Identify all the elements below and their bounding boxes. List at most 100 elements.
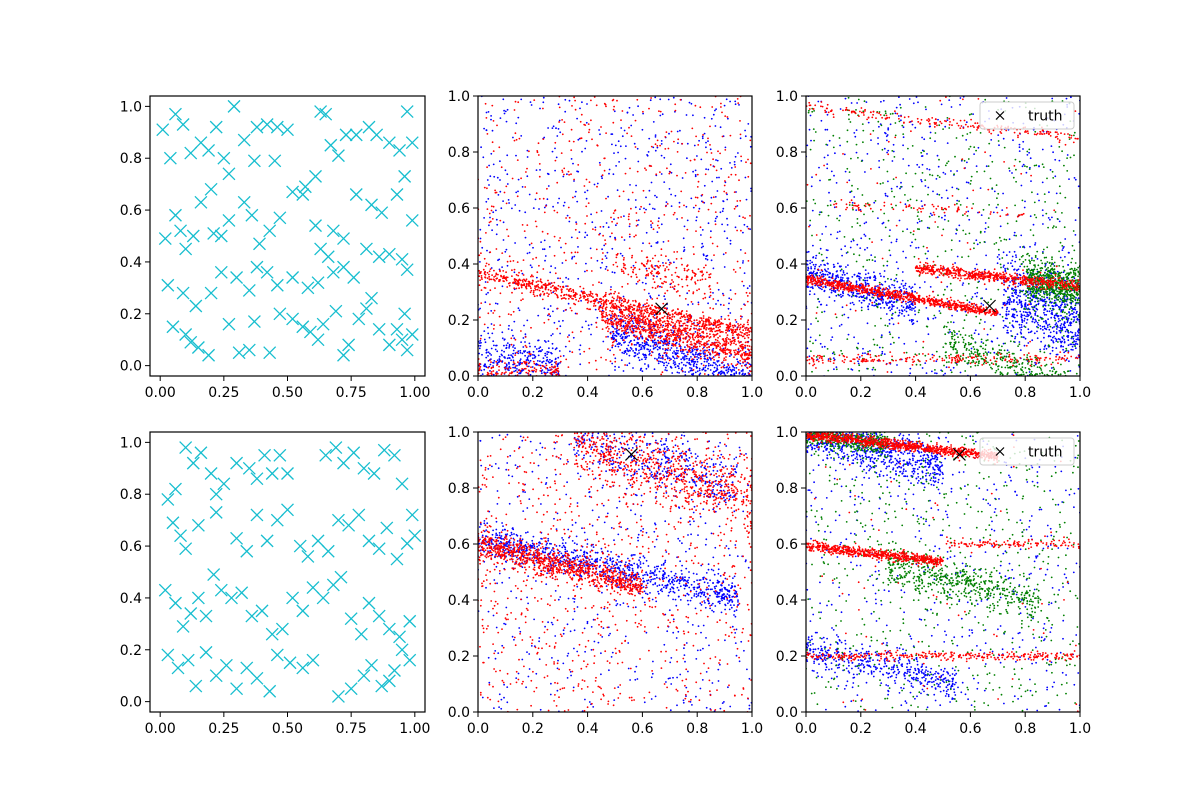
- data-point: [696, 345, 698, 348]
- data-point: [700, 362, 703, 365]
- data-point: [651, 286, 654, 289]
- data-point: [908, 319, 911, 322]
- data-point: [204, 182, 218, 196]
- data-point: [602, 234, 604, 237]
- data-point: [741, 325, 744, 327]
- data-point: [688, 371, 690, 373]
- data-point: [674, 334, 677, 336]
- data-point: [709, 323, 711, 326]
- data-point: [702, 297, 705, 300]
- data-point: [740, 365, 743, 367]
- data-point: [726, 366, 728, 368]
- data-point: [515, 287, 518, 290]
- data-point: [609, 360, 612, 363]
- data-point: [680, 313, 683, 316]
- data-point: [721, 349, 724, 352]
- data-point: [174, 224, 188, 238]
- data-point: [626, 364, 629, 367]
- data-point: [573, 96, 575, 99]
- data-point: [632, 264, 635, 267]
- data-point: [508, 284, 511, 287]
- data-point: [687, 303, 689, 306]
- data-point: [843, 273, 846, 276]
- data-point: [512, 352, 514, 355]
- data-point: [666, 203, 669, 205]
- data-point: [507, 354, 510, 357]
- data-point: [633, 343, 636, 346]
- data-point: [667, 329, 670, 332]
- data-point: [621, 299, 624, 301]
- data-point: [658, 326, 661, 329]
- data-point: [505, 271, 507, 274]
- data-point: [638, 352, 640, 354]
- data-point: [626, 314, 628, 317]
- data-point: [1008, 238, 1011, 241]
- data-point: [647, 364, 650, 366]
- data-point: [652, 308, 655, 311]
- data-point: [543, 239, 546, 242]
- data-point: [577, 170, 580, 173]
- data-point: [667, 362, 670, 365]
- data-point: [536, 294, 539, 297]
- data-point: [678, 322, 681, 325]
- x-tick-label: 0.6: [631, 385, 653, 401]
- data-point: [508, 345, 511, 348]
- data-point: [490, 371, 493, 373]
- y-tick-label: 0.8: [120, 151, 142, 167]
- data-point: [521, 370, 523, 372]
- data-point: [656, 358, 658, 361]
- data-point: [495, 233, 498, 236]
- data-point: [708, 348, 711, 351]
- data-point: [911, 123, 914, 126]
- data-point: [702, 332, 705, 334]
- data-point: [631, 191, 634, 194]
- data-point: [502, 270, 505, 272]
- data-point: [553, 235, 556, 238]
- data-point: [504, 362, 506, 364]
- data-point: [695, 230, 697, 233]
- data-point: [808, 355, 811, 358]
- data-point: [903, 309, 906, 311]
- data-point: [656, 310, 658, 313]
- data-point: [697, 353, 700, 355]
- data-point: [886, 195, 889, 198]
- data-point: [917, 101, 919, 104]
- data-point: [704, 353, 706, 355]
- data-point: [720, 318, 723, 320]
- data-point: [743, 272, 746, 274]
- data-point: [847, 333, 850, 336]
- data-point: [514, 280, 517, 283]
- data-point: [692, 347, 695, 350]
- data-point: [808, 128, 811, 131]
- data-point: [744, 129, 746, 132]
- data-point: [311, 333, 325, 347]
- data-point: [646, 154, 649, 157]
- data-point: [923, 138, 926, 141]
- data-point: [522, 369, 525, 371]
- data-point: [405, 213, 419, 227]
- data-point: [642, 242, 644, 245]
- data-point: [809, 114, 812, 117]
- data-point: [920, 179, 922, 181]
- data-point: [572, 196, 574, 199]
- data-point: [694, 174, 697, 176]
- data-point: [612, 322, 615, 325]
- data-point: [670, 347, 673, 349]
- data-point: [478, 269, 480, 272]
- data-point: [929, 125, 932, 128]
- data-point: [614, 360, 617, 363]
- data-point: [985, 254, 987, 257]
- data-point: [622, 270, 625, 273]
- data-point: [918, 166, 921, 169]
- data-point: [888, 285, 890, 287]
- data-point: [664, 205, 667, 208]
- data-point: [706, 254, 709, 257]
- data-point: [496, 372, 499, 375]
- data-point: [522, 346, 525, 348]
- data-point: [550, 334, 553, 337]
- data-point: [704, 351, 706, 353]
- data-point: [554, 147, 556, 150]
- data-point: [712, 370, 715, 373]
- data-point: [551, 342, 554, 345]
- data-point: [646, 307, 649, 310]
